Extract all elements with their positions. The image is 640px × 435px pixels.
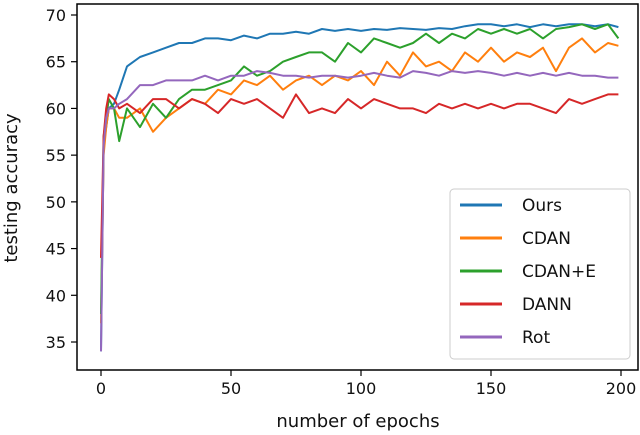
legend-box <box>449 188 631 360</box>
legend: Ours CDAN CDAN+E DANN Rot <box>449 188 631 360</box>
y-tick-label: 35 <box>46 333 66 352</box>
series-line-rot <box>100 70 619 352</box>
x-tick-label: 100 <box>346 379 377 398</box>
series-line-cdan-e <box>100 23 620 315</box>
legend-label-cdan-e: CDAN+E <box>522 262 596 282</box>
y-tick-label: 55 <box>46 146 66 165</box>
series-line-ours <box>100 23 619 352</box>
y-tick-label: 60 <box>46 99 66 118</box>
x-tick-label: 150 <box>476 379 507 398</box>
plot-frame <box>76 3 639 371</box>
y-tick-label: 70 <box>46 6 66 25</box>
x-tick-label: 200 <box>606 379 637 398</box>
y-tick-label: 65 <box>46 53 66 72</box>
y-axis: 35 40 45 50 55 60 65 70 <box>46 6 77 352</box>
y-tick-label: 45 <box>46 240 66 259</box>
x-tick-label: 0 <box>96 379 106 398</box>
series-lines <box>100 23 620 352</box>
legend-label-dann: DANN <box>522 295 572 315</box>
legend-label-ours: Ours <box>522 196 562 216</box>
y-tick-label: 50 <box>46 193 66 212</box>
y-axis-label: testing accuracy <box>1 113 22 263</box>
legend-label-cdan: CDAN <box>522 229 571 249</box>
y-tick-label: 40 <box>46 286 66 305</box>
x-tick-label: 50 <box>221 379 241 398</box>
x-axis: 0 50 100 150 200 <box>96 370 636 398</box>
x-axis-label: number of epochs <box>276 411 439 432</box>
legend-label-rot: Rot <box>522 328 550 348</box>
series-line-dann <box>100 93 619 258</box>
